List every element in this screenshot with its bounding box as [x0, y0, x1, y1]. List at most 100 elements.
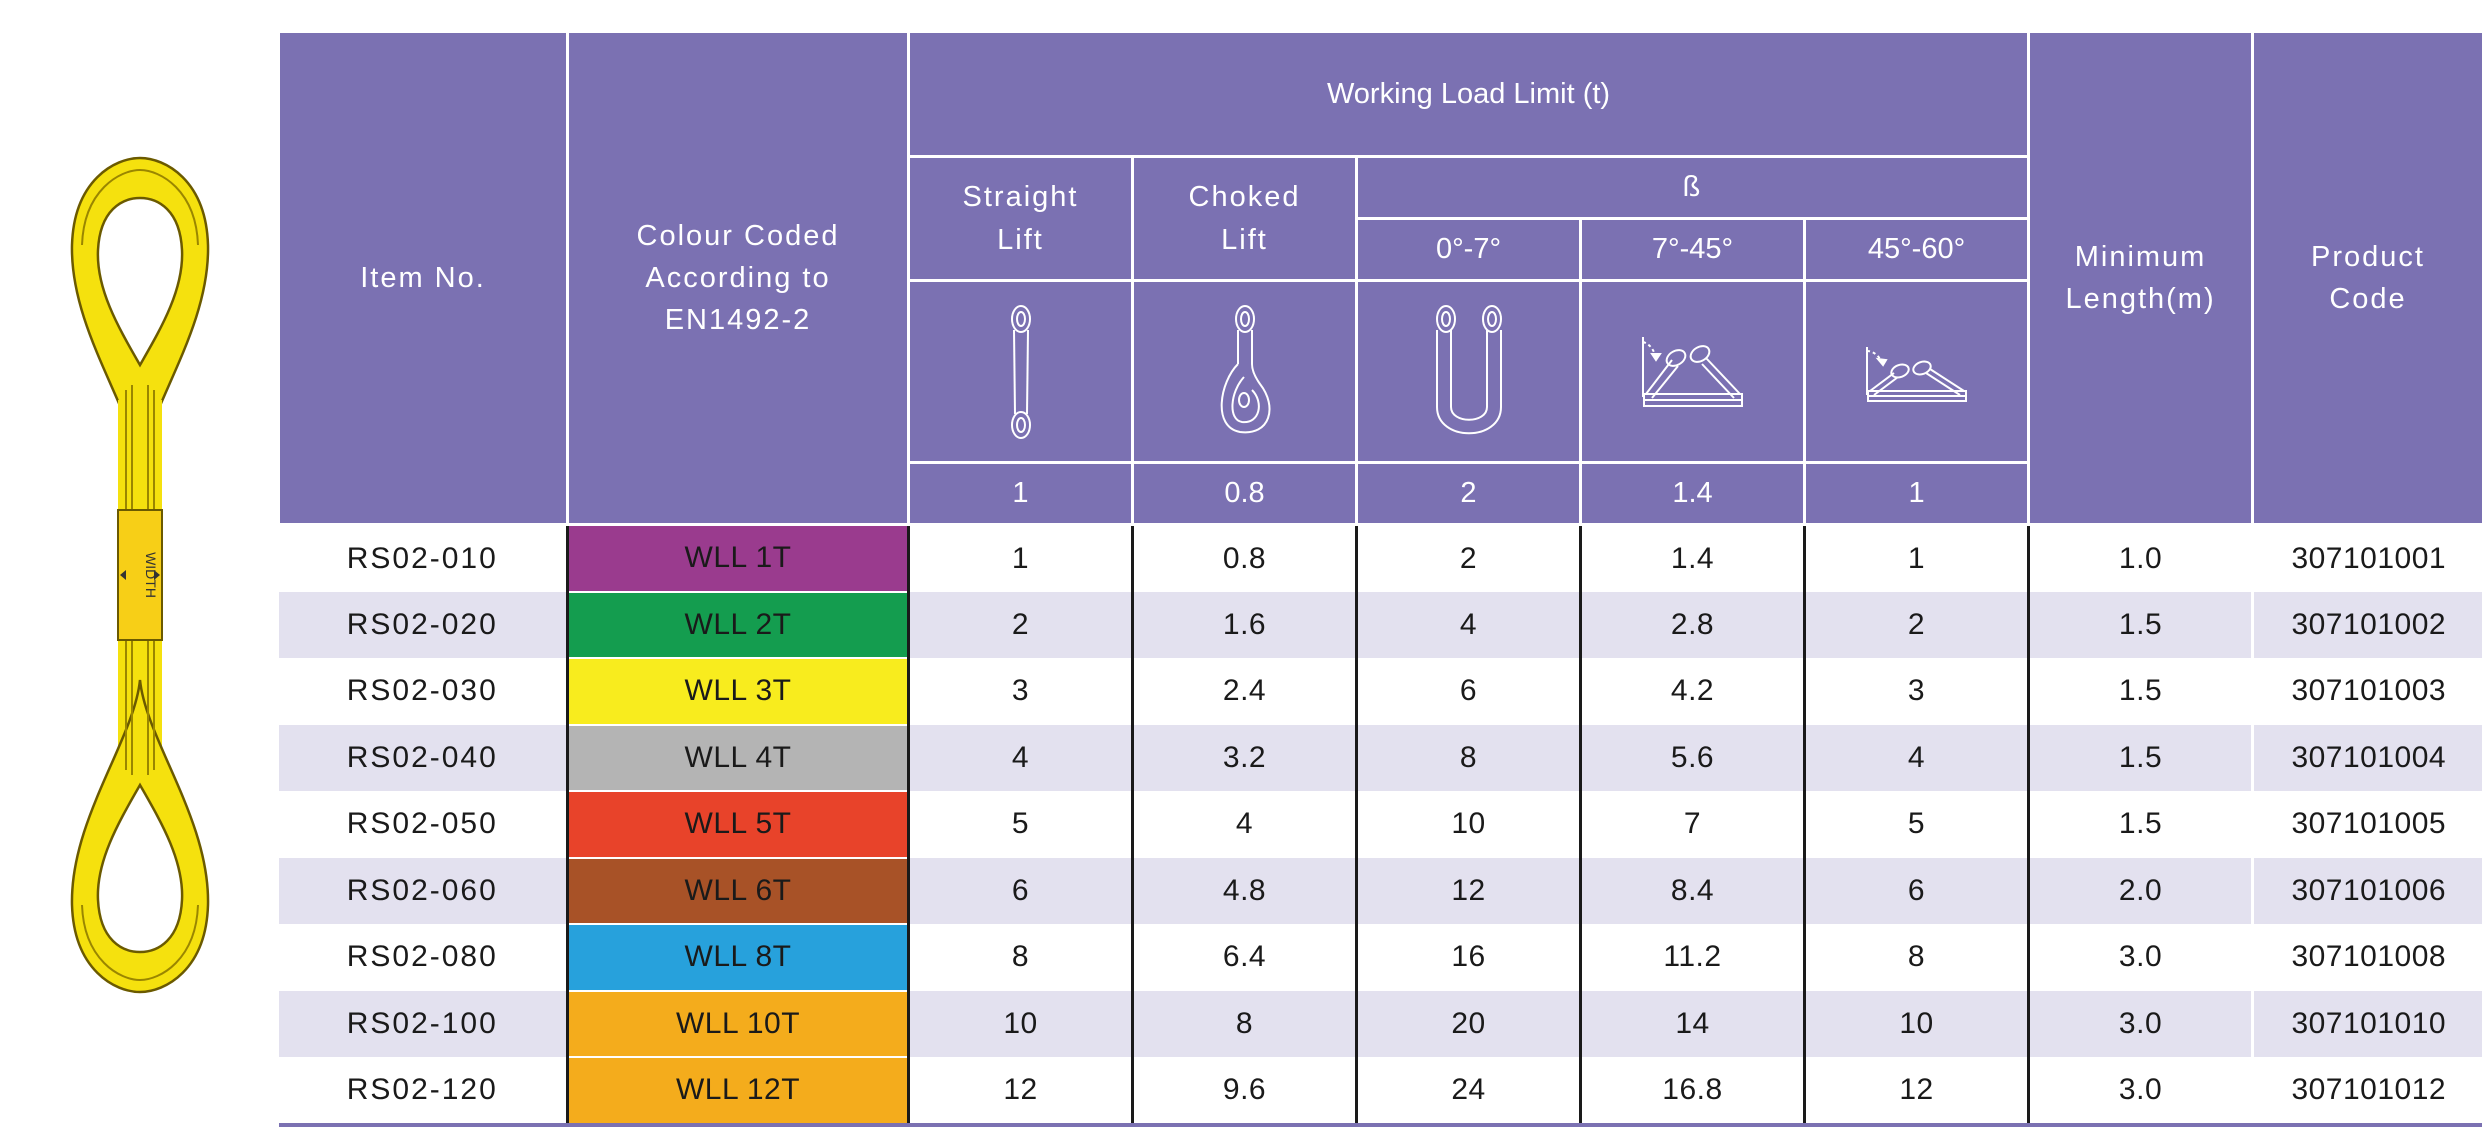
product-code-cell: 307101012	[2251, 1057, 2482, 1127]
angle-45-60-cell: 4	[1802, 724, 2029, 791]
basket-vertical-icon	[1435, 304, 1502, 434]
straight-lift-cell: 5	[907, 791, 1133, 858]
straight-lift-cell: 4	[907, 724, 1133, 791]
product-code-cell: 307101002	[2251, 591, 2482, 658]
angle-7-45-cell: 1.4	[1579, 524, 1805, 592]
product-code-cell: 307101006	[2251, 857, 2482, 924]
choked-lift-cell: 2.4	[1131, 658, 1357, 725]
header-beta: ß	[1354, 155, 2031, 220]
header-angle-0-7: 0°-7°	[1355, 217, 1582, 282]
colour-code-cell: WLL 3T	[566, 657, 909, 726]
colour-code-cell: WLL 4T	[566, 723, 909, 792]
choked-lift-cell: 4.8	[1131, 857, 1357, 924]
factor-straight: 1	[907, 461, 1134, 526]
item-no-cell: RS02-010	[278, 524, 568, 592]
angle-7-45-cell: 2.8	[1579, 591, 1805, 658]
angle-45-60-cell: 10	[1802, 990, 2029, 1057]
header-product-code: Product Code	[2251, 30, 2482, 526]
angle-7-45-cell: 4.2	[1579, 658, 1805, 725]
choked-lift-cell: 9.6	[1131, 1057, 1357, 1127]
colour-code-cell: WLL 12T	[566, 1056, 909, 1127]
factor-0-7: 2	[1355, 461, 1582, 526]
header-angle-7-45: 7°-45°	[1579, 217, 1806, 282]
choked-lift-cell: 1.6	[1131, 591, 1357, 658]
angle-45-60-cell: 5	[1802, 791, 2029, 858]
angle-0-7-cell: 2	[1355, 524, 1581, 592]
item-no-cell: RS02-080	[278, 924, 568, 991]
straight-lift-cell: 2	[907, 591, 1133, 658]
angle-0-7-cell: 10	[1355, 791, 1581, 858]
table-row: RS02-020 WLL 2T 2 1.6 4 2.8 2 1.5 307101002	[278, 590, 2482, 659]
header-item-no: Item No.	[277, 30, 569, 526]
choked-lift-icon	[1220, 304, 1270, 433]
straight-lift-cell: 1	[907, 524, 1133, 592]
header-angle-45-60: 45°-60°	[1802, 217, 2031, 282]
minimum-length-cell: 1.0	[2027, 524, 2253, 592]
table-row: RS02-060 WLL 6T 6 4.8 12 8.4 6 2.0 307101006	[278, 856, 2482, 925]
choked-lift-cell: 3.2	[1131, 724, 1357, 791]
angle-7-45-cell: 5.6	[1579, 724, 1805, 791]
colour-code-cell: WLL 8T	[566, 923, 909, 992]
item-no-cell: RS02-060	[278, 857, 568, 924]
minimum-length-cell: 2.0	[2027, 857, 2253, 924]
product-code-cell: 307101004	[2251, 724, 2482, 791]
product-code-cell: 307101003	[2251, 658, 2482, 725]
straight-lift-cell: 6	[907, 857, 1133, 924]
factor-45-60: 1	[1802, 461, 2031, 526]
item-no-cell: RS02-120	[278, 1057, 568, 1127]
straight-lift-cell: 3	[907, 658, 1133, 725]
colour-code-cell: WLL 5T	[566, 790, 909, 859]
item-no-cell: RS02-100	[278, 990, 568, 1057]
table-row: RS02-050 WLL 5T 5 4 10 7 5 1.5 307101005	[278, 790, 2482, 859]
angle-45-60-cell: 1	[1802, 524, 2029, 592]
angle-45-60-cell: 12	[1802, 1057, 2029, 1127]
basket-angle-45-60-icon	[1865, 346, 1967, 402]
sling-width-label: WIDTH	[143, 552, 159, 598]
angle-45-60-cell: 6	[1802, 857, 2029, 924]
table-row: RS02-100 WLL 10T 10 8 20 14 10 3.0 307101010	[278, 989, 2482, 1058]
table-row: RS02-080 WLL 8T 8 6.4 16 11.2 8 3.0 307101008	[278, 923, 2482, 992]
sling-spec-table: Item No. Colour Coded According to EN149…	[277, 30, 2482, 1127]
minimum-length-cell: 3.0	[2027, 990, 2253, 1057]
round-sling-illustration: WIDTH	[60, 150, 220, 1000]
minimum-length-cell: 3.0	[2027, 1057, 2253, 1127]
minimum-length-cell: 3.0	[2027, 924, 2253, 991]
straight-lift-diagram	[907, 279, 1134, 464]
header-straight-lift: Straight Lift	[907, 155, 1134, 282]
header-colour-coded: Colour Coded According to EN1492-2	[566, 30, 910, 526]
item-no-cell: RS02-030	[278, 658, 568, 725]
item-no-cell: RS02-040	[278, 724, 568, 791]
factor-choked: 0.8	[1131, 461, 1358, 526]
minimum-length-cell: 1.5	[2027, 724, 2253, 791]
straight-lift-cell: 12	[907, 1057, 1133, 1127]
angle-7-45-cell: 14	[1579, 990, 1805, 1057]
straight-lift-cell: 10	[907, 990, 1133, 1057]
product-code-cell: 307101005	[2251, 791, 2482, 858]
table-row: RS02-040 WLL 4T 4 3.2 8 5.6 4 1.5 307101004	[278, 723, 2482, 792]
item-no-cell: RS02-050	[278, 791, 568, 858]
angle-0-7-cell: 4	[1355, 591, 1581, 658]
round-sling-image: WIDTH	[70, 156, 210, 994]
colour-code-cell: WLL 10T	[566, 989, 909, 1058]
item-no-cell: RS02-020	[278, 591, 568, 658]
product-code-cell: 307101001	[2251, 524, 2482, 592]
angle-7-45-cell: 16.8	[1579, 1057, 1805, 1127]
minimum-length-cell: 1.5	[2027, 591, 2253, 658]
table-row: RS02-120 WLL 12T 12 9.6 24 16.8 12 3.0 307101012	[278, 1056, 2482, 1127]
angle-7-45-cell: 7	[1579, 791, 1805, 858]
basket-45-60-diagram	[1802, 279, 2031, 464]
header-choked-lift: Choked Lift	[1131, 155, 1358, 282]
basket-0-7-diagram	[1355, 279, 1582, 464]
colour-code-cell: WLL 1T	[566, 523, 909, 593]
header-minimum-length: Minimum Length(m)	[2027, 30, 2255, 526]
choked-lift-cell: 0.8	[1131, 524, 1357, 592]
angle-0-7-cell: 16	[1355, 924, 1581, 991]
angle-7-45-cell: 11.2	[1579, 924, 1805, 991]
angle-45-60-cell: 3	[1802, 658, 2029, 725]
angle-0-7-cell: 12	[1355, 857, 1581, 924]
straight-lift-cell: 8	[907, 924, 1133, 991]
colour-code-cell: WLL 6T	[566, 856, 909, 925]
angle-45-60-cell: 8	[1802, 924, 2029, 991]
choked-lift-diagram	[1131, 279, 1358, 464]
choked-lift-cell: 6.4	[1131, 924, 1357, 991]
